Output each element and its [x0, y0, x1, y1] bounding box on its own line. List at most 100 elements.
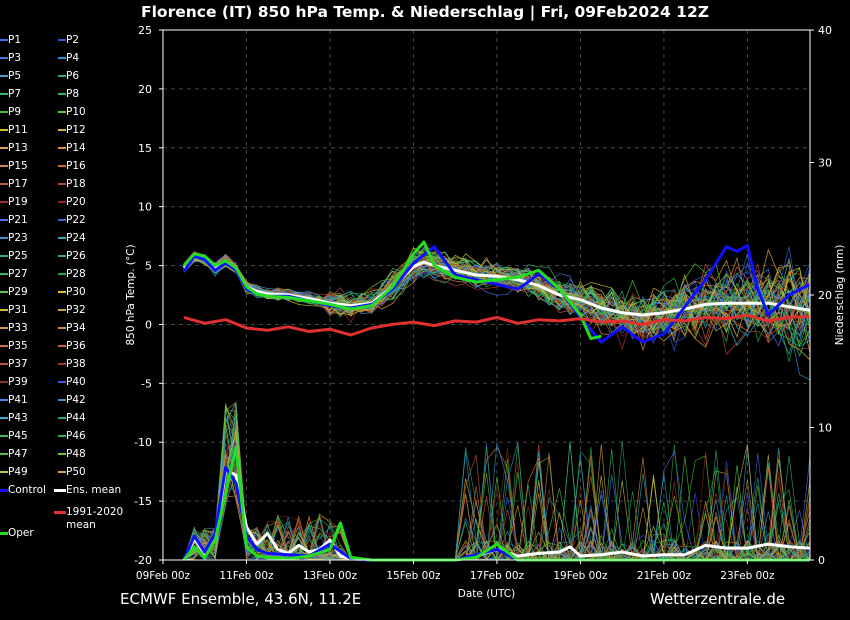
legend-item: P9 — [0, 106, 21, 119]
legend-label: P32 — [66, 304, 86, 316]
legend-swatch — [58, 327, 66, 329]
legend-swatch — [0, 237, 8, 239]
x-tick-label: 11Feb 00z — [219, 570, 274, 582]
legend-label: P41 — [8, 394, 28, 406]
legend-item: P41 — [0, 394, 28, 407]
legend-item: Ens. mean — [54, 484, 122, 497]
legend-swatch — [58, 147, 66, 149]
ensemble-temp-line — [183, 251, 811, 338]
legend-label: P37 — [8, 358, 28, 370]
legend-swatch — [58, 471, 66, 473]
legend-swatch — [0, 291, 8, 293]
legend-label: P17 — [8, 178, 28, 190]
legend-swatch — [58, 75, 66, 77]
legend-item: P2 — [58, 34, 79, 47]
legend-label: P6 — [66, 70, 80, 82]
legend-label: P38 — [66, 358, 86, 370]
legend-swatch — [0, 39, 8, 41]
legend-item: 1991-2020 mean — [54, 506, 124, 532]
legend-item: P33 — [0, 322, 28, 335]
y-tick-label: -15 — [134, 495, 152, 508]
legend-swatch — [58, 309, 66, 311]
x-tick-label: 09Feb 00z — [136, 570, 191, 582]
legend-swatch — [58, 129, 66, 131]
legend-swatch — [58, 201, 66, 203]
y2-tick-label: 0 — [818, 554, 825, 567]
x-tick-label: 23Feb 00z — [720, 570, 775, 582]
legend-item: P37 — [0, 358, 28, 371]
legend-swatch — [0, 532, 8, 535]
legend-swatch — [0, 255, 8, 257]
legend-item: P10 — [58, 106, 86, 119]
y2-tick-label: 30 — [818, 157, 832, 170]
y-tick-label: -20 — [134, 554, 152, 567]
legend-label: 1991-2020 mean — [66, 506, 124, 531]
legend-item: P13 — [0, 142, 28, 155]
legend-item: P30 — [58, 286, 86, 299]
legend-swatch — [0, 489, 8, 492]
legend-item: P47 — [0, 448, 28, 461]
legend-swatch — [58, 111, 66, 113]
legend-label: P29 — [8, 286, 28, 298]
legend-label: P47 — [8, 448, 28, 460]
legend-label: P34 — [66, 322, 86, 334]
axes: 25 20 15 10 5 0 -5 -10 -15 -20 40 30 20 10 0 09Feb 00z 1… — [125, 24, 846, 600]
legend-swatch — [58, 345, 66, 347]
legend-item: P36 — [58, 340, 86, 353]
legend-item: P21 — [0, 214, 28, 227]
legend-label: Control — [8, 484, 46, 496]
legend-item: P45 — [0, 430, 28, 443]
legend-swatch — [58, 381, 66, 383]
legend-label: P25 — [8, 250, 28, 262]
legend-label: P50 — [66, 466, 86, 478]
legend-swatch — [0, 111, 8, 113]
legend-label: P13 — [8, 142, 28, 154]
legend-swatch — [0, 129, 8, 131]
y-tick-label: -5 — [141, 377, 152, 390]
legend-item: P20 — [58, 196, 86, 209]
legend-label: P22 — [66, 214, 86, 226]
legend-label: Ens. mean — [66, 484, 122, 496]
legend-swatch — [54, 511, 66, 514]
legend-item: Control — [0, 484, 46, 497]
legend-swatch — [0, 273, 8, 275]
legend-swatch — [58, 435, 66, 437]
legend-label: P15 — [8, 160, 28, 172]
legend-item: P11 — [0, 124, 28, 137]
series-line-1991-2020-mean — [183, 313, 811, 337]
legend-label: P48 — [66, 448, 86, 460]
legend-item: P4 — [58, 52, 79, 65]
footer-model-info: ECMWF Ensemble, 43.6N, 11.2E — [120, 590, 362, 608]
legend-label: P23 — [8, 232, 28, 244]
y-tick-label: 10 — [138, 201, 152, 214]
legend-item: P29 — [0, 286, 28, 299]
legend-label: P40 — [66, 376, 86, 388]
legend-label: P26 — [66, 250, 86, 262]
x-tick-label: 15Feb 00z — [386, 570, 441, 582]
legend-item: P17 — [0, 178, 28, 191]
y-tick-label: 0 — [145, 318, 152, 331]
x-tick-label: 19Feb 00z — [553, 570, 608, 582]
legend-item: P40 — [58, 376, 86, 389]
legend-item: P25 — [0, 250, 28, 263]
legend-swatch — [58, 363, 66, 365]
y2-axis-label: Niederschlag (mm) — [834, 245, 846, 346]
chart-legend: P1 P2 P3 P4 P5 P6 P7 P8 P9 P10 P11 P12 P13 P14 P15 P16 P… — [0, 34, 125, 549]
x-tick-label: 17Feb 00z — [470, 570, 525, 582]
legend-item: P14 — [58, 142, 86, 155]
legend-item: P3 — [0, 52, 21, 65]
legend-item: P22 — [58, 214, 86, 227]
legend-swatch — [0, 75, 8, 77]
legend-item: P1 — [0, 34, 21, 47]
legend-item: P32 — [58, 304, 86, 317]
y2-tick-label: 40 — [818, 24, 832, 37]
legend-label: Oper — [8, 527, 34, 539]
legend-item: P6 — [58, 70, 80, 83]
legend-swatch — [58, 57, 66, 59]
legend-swatch — [58, 165, 66, 167]
legend-item: P26 — [58, 250, 86, 263]
legend-swatch — [0, 345, 8, 347]
legend-swatch — [0, 471, 8, 473]
legend-label: P46 — [66, 430, 86, 442]
